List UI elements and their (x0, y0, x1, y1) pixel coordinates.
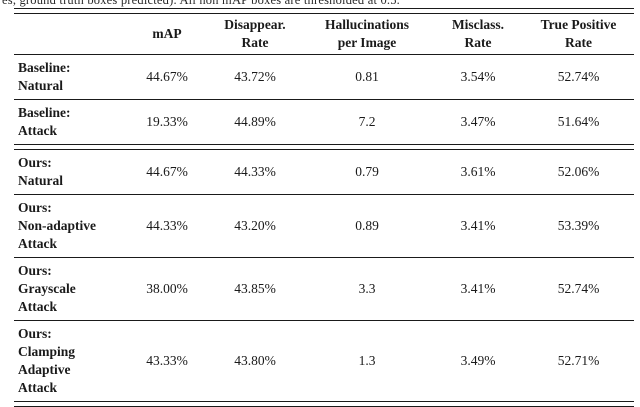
cell-map: 43.33% (146, 353, 188, 368)
results-table: mAP Disappear. Rate Hallucinations per I… (14, 8, 634, 407)
rule-row-separator (14, 194, 634, 195)
cell-disappear-rate: 43.80% (234, 353, 276, 368)
row-label: Ours: Non-adaptive Attack (18, 200, 97, 251)
caption-fragment-clipped: es, ground truth boxes predicted). All n… (0, 0, 640, 8)
cell-misclass-rate: 3.49% (460, 353, 496, 368)
rule-top (14, 8, 634, 14)
table-row-ours-non-adaptive-attack: Ours: Non-adaptive Attack 44.33% 43.20% … (14, 195, 634, 257)
cell-true-positive-rate: 51.64% (557, 114, 600, 129)
col-header-hallucinations: Hallucinations per Image (324, 17, 410, 50)
cell-misclass-rate: 3.47% (460, 114, 496, 129)
cell-disappear-rate: 44.33% (234, 164, 276, 179)
cell-misclass-rate: 3.61% (460, 164, 496, 179)
caption-text: es, ground truth boxes predicted). All n… (2, 0, 400, 7)
table-row-baseline-attack: Baseline: Attack 19.33% 44.89% 7.2 3.47%… (14, 100, 634, 144)
cell-misclass-rate: 3.54% (460, 69, 496, 84)
col-header-disappear-rate: Disappear. Rate (224, 17, 286, 50)
cell-map: 44.33% (146, 218, 188, 233)
row-label: Ours: Grayscale Attack (18, 263, 76, 314)
cell-hallucinations: 7.2 (358, 114, 376, 129)
cell-hallucinations: 1.3 (358, 353, 376, 368)
cell-disappear-rate: 43.20% (234, 218, 276, 233)
cell-disappear-rate: 43.85% (234, 281, 276, 296)
cell-true-positive-rate: 53.39% (557, 218, 600, 233)
cell-map: 38.00% (146, 281, 188, 296)
cell-misclass-rate: 3.41% (460, 281, 496, 296)
row-label: Ours: Natural (18, 155, 63, 188)
col-header-misclass-rate: Misclass. Rate (451, 17, 505, 50)
rule-row-separator (14, 99, 634, 100)
cell-true-positive-rate: 52.74% (557, 281, 600, 296)
cell-true-positive-rate: 52.06% (557, 164, 600, 179)
table-row-baseline-natural: Baseline: Natural 44.67% 43.72% 0.81 3.5… (14, 55, 634, 99)
rule-bottom (14, 401, 634, 407)
rule-row-separator (14, 257, 634, 258)
row-label: Ours: Clamping Adaptive Attack (18, 326, 76, 395)
rule-section-separator (14, 144, 634, 150)
cell-map: 44.67% (146, 69, 188, 84)
col-header-empty (14, 14, 125, 54)
rule-row-separator (14, 320, 634, 321)
row-label: Baseline: Attack (18, 105, 71, 138)
cell-disappear-rate: 44.89% (234, 114, 276, 129)
table-row-ours-natural: Ours: Natural 44.67% 44.33% 0.79 3.61% 5… (14, 150, 634, 194)
row-label: Baseline: Natural (18, 60, 71, 93)
col-header-map-label: mAP (152, 26, 182, 41)
cell-true-positive-rate: 52.71% (557, 353, 600, 368)
rule-header-bottom (14, 54, 634, 55)
cell-misclass-rate: 3.41% (460, 218, 496, 233)
table-row-ours-grayscale-attack: Ours: Grayscale Attack 38.00% 43.85% 3.3… (14, 258, 634, 320)
cell-map: 19.33% (146, 114, 188, 129)
table-row-ours-clamping-adaptive-attack: Ours: Clamping Adaptive Attack 43.33% 43… (14, 321, 634, 401)
cell-map: 44.67% (146, 164, 188, 179)
col-header-true-positive-rate: True Positive Rate (540, 17, 617, 50)
cell-hallucinations: 3.3 (358, 281, 376, 296)
table-header-row: mAP Disappear. Rate Hallucinations per I… (14, 14, 634, 54)
cell-true-positive-rate: 52.74% (557, 69, 600, 84)
col-header-map: mAP (125, 14, 209, 54)
cell-disappear-rate: 43.72% (234, 69, 276, 84)
cell-hallucinations: 0.89 (355, 218, 379, 233)
cell-hallucinations: 0.79 (355, 164, 379, 179)
cell-hallucinations: 0.81 (355, 69, 379, 84)
